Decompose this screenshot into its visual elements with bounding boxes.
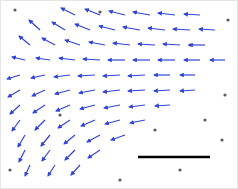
vector-arrow xyxy=(35,120,45,130)
vector-arrow xyxy=(88,150,100,158)
vector-arrow xyxy=(58,120,70,128)
vector-arrow xyxy=(123,27,140,30)
vector-arrow xyxy=(129,105,145,107)
vector-arrow xyxy=(36,58,50,60)
vector-arrow xyxy=(154,74,170,75)
plot-area xyxy=(7,8,230,182)
vector-arrow xyxy=(12,57,25,60)
vector-arrow xyxy=(29,20,40,30)
vector-arrow xyxy=(25,165,30,176)
vector-arrow xyxy=(80,105,95,109)
vector-arrow xyxy=(113,43,130,45)
vector-arrow xyxy=(64,135,75,144)
vector-arrow xyxy=(48,165,55,176)
vector-arrow xyxy=(138,44,155,45)
vector-arrow xyxy=(42,38,55,45)
vector-arrow xyxy=(81,120,95,126)
vector-arrow xyxy=(19,36,30,45)
vector-arrow xyxy=(54,75,70,77)
vector-arrow xyxy=(71,165,80,175)
vector-arrow xyxy=(128,75,145,76)
vector-arrow xyxy=(52,22,65,30)
particle xyxy=(226,18,229,21)
vector-arrow xyxy=(41,135,50,146)
particle xyxy=(58,113,61,116)
vector-arrow xyxy=(184,59,200,60)
vector-arrow xyxy=(83,59,100,60)
vector-arrow xyxy=(133,12,150,15)
vector-arrow xyxy=(180,74,195,75)
vector-arrow xyxy=(108,59,125,60)
particle xyxy=(203,118,206,121)
vector-arrow xyxy=(148,28,165,30)
vector-arrow xyxy=(31,75,45,78)
particle xyxy=(118,178,121,181)
particle xyxy=(13,8,16,11)
vector-arrow xyxy=(42,150,50,161)
vector-arrow xyxy=(33,105,45,113)
vector-arrow xyxy=(59,58,75,60)
vector-arrow xyxy=(8,90,20,97)
chart xyxy=(0,0,238,189)
vector-arrow xyxy=(104,105,120,108)
vector-arrow xyxy=(109,11,125,15)
vector-arrow xyxy=(85,9,100,15)
vector-arrow xyxy=(55,90,70,94)
vector-arrow xyxy=(99,26,115,30)
particle xyxy=(98,10,101,13)
vector-arrow xyxy=(75,24,90,30)
particle xyxy=(8,168,11,171)
vector-arrow xyxy=(163,44,180,45)
vector-arrow xyxy=(78,75,95,76)
vector-arrow xyxy=(65,40,80,45)
vector-arrow xyxy=(173,29,190,30)
particle xyxy=(223,93,226,96)
vector-arrow xyxy=(210,59,225,60)
vector-arrow xyxy=(158,13,175,15)
vector-arrow xyxy=(87,135,100,142)
vector-arrow xyxy=(130,120,145,123)
vector-arrow xyxy=(105,120,120,124)
vector-arrow xyxy=(65,150,75,160)
vector-arrow xyxy=(61,8,75,15)
vector-arrow xyxy=(103,90,120,92)
vector-arrow xyxy=(154,90,170,91)
vector-arrow xyxy=(12,120,20,131)
particle xyxy=(153,128,156,131)
vector-arrow xyxy=(89,42,105,45)
scale-bar xyxy=(138,156,210,159)
vector-arrow xyxy=(180,90,195,91)
vector-arrow xyxy=(128,90,145,91)
vector-arrow xyxy=(133,59,150,60)
vector-arrow xyxy=(103,75,120,76)
vector-arrow xyxy=(199,29,215,30)
vector-arrow xyxy=(184,14,200,15)
vector-arrow xyxy=(111,135,125,140)
vector-arrow xyxy=(32,90,45,96)
vector-arrow xyxy=(10,105,20,114)
particle xyxy=(220,138,223,141)
plot-frame xyxy=(1,1,238,189)
vector-arrow xyxy=(18,135,25,147)
vector-arrow xyxy=(189,44,205,45)
particle xyxy=(178,168,181,171)
vector-arrow xyxy=(19,150,25,162)
vector-arrow xyxy=(56,105,70,111)
vector-arrow xyxy=(158,59,175,60)
vector-arrow xyxy=(79,90,95,93)
vector-arrow xyxy=(7,75,20,79)
vector-arrow xyxy=(155,105,170,106)
